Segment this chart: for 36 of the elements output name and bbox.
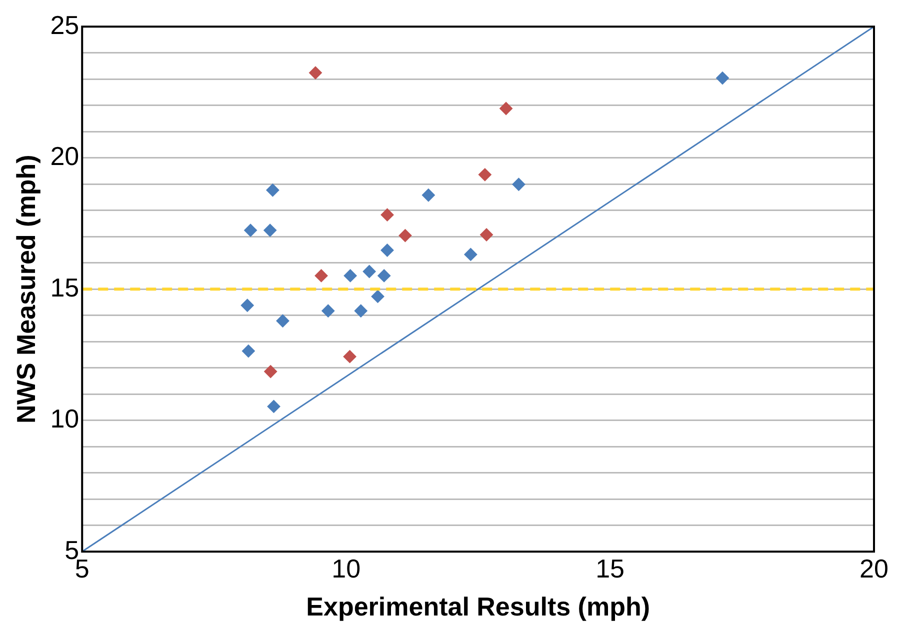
point — [716, 72, 729, 85]
point — [371, 290, 384, 303]
point — [264, 365, 278, 378]
point — [422, 188, 435, 202]
x-tick-label: 15 — [596, 553, 624, 584]
point — [380, 244, 394, 257]
point — [362, 265, 376, 278]
x-tick-label: 10 — [332, 553, 361, 584]
point — [380, 208, 394, 222]
point — [343, 350, 356, 364]
x-tick-label: 20 — [860, 553, 888, 584]
point — [276, 314, 290, 328]
point — [308, 66, 322, 80]
y-tick-label: 10 — [50, 404, 80, 434]
y-axis-title: NWS Measured (mph) — [10, 154, 41, 424]
y-tick-label: 20 — [50, 141, 80, 172]
point — [500, 102, 513, 115]
point — [344, 269, 357, 282]
point — [267, 400, 280, 413]
point — [512, 178, 526, 191]
point — [464, 248, 478, 261]
point — [354, 304, 368, 318]
point — [266, 184, 280, 197]
point — [242, 344, 255, 358]
x-axis-title: Experimental Results (mph) — [306, 592, 650, 622]
point — [264, 224, 277, 237]
point — [322, 304, 335, 318]
point — [240, 298, 254, 312]
y-tick-label: 15 — [50, 272, 80, 302]
point — [480, 228, 494, 242]
point — [244, 224, 258, 237]
y-tick-label: 25 — [50, 10, 80, 40]
point — [378, 269, 391, 282]
point — [478, 168, 492, 182]
point — [398, 229, 412, 242]
point — [314, 269, 328, 282]
